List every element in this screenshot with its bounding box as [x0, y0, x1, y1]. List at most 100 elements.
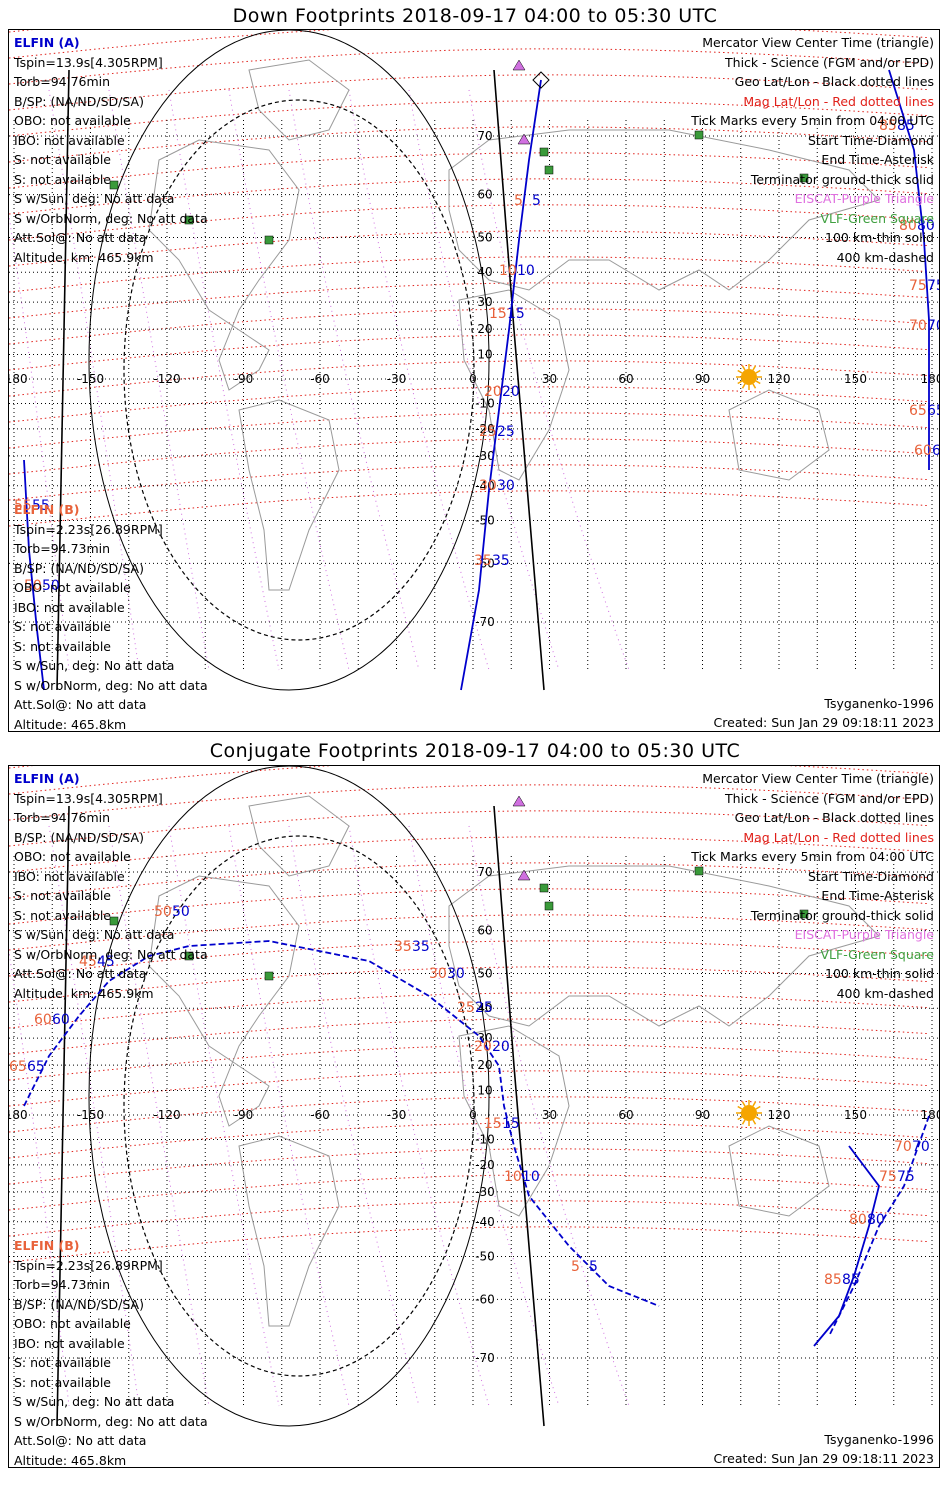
lon-tick-label: 120 [768, 1108, 791, 1122]
probe-b-tick-label: 45 [79, 954, 97, 970]
mag-lat-line [9, 30, 930, 59]
lon-tick-label: 150 [844, 1108, 867, 1122]
probe-b-info-down: ELFIN (B) Tspin=2.23s[26.89RPM] Torb=94.73… [14, 500, 208, 731]
probe-b-tick-label: 80 [849, 1212, 867, 1228]
legend-down: Mercator View Center Time (triangle) Thic… [691, 33, 934, 267]
mag-lat-line [9, 308, 930, 345]
probe-a-tick-label: 70 [912, 1139, 930, 1155]
mag-lat-line [9, 334, 930, 371]
lat-tick-label: 30 [477, 295, 492, 309]
probe-b-label: ELFIN (B) [14, 502, 80, 517]
lat-tick-label: 20 [477, 1058, 492, 1072]
probe-b-stat-line: S: not available [14, 1374, 111, 1390]
probe-b-stat-line: B/SP: (NA/ND/SD/SA) [14, 1296, 144, 1312]
legend-line: End Time-Asterisk [821, 888, 934, 903]
lon-tick-label: 0 [469, 1108, 477, 1122]
vlf-square-icon [109, 916, 119, 926]
lat-tick-label: -40 [475, 1215, 495, 1229]
lat-tick-label: 30 [477, 1031, 492, 1045]
mag-lat-line [9, 1200, 930, 1237]
continent-outline [248, 795, 350, 877]
eiscat-triangle-icon [512, 59, 526, 71]
mag-lon-line [108, 825, 210, 1407]
probe-a-stat-line: S: not available [14, 152, 111, 167]
legend-line: Tick Marks every 5min from 04:00 UTC [691, 113, 934, 128]
lon-tick-label: -180 [9, 1108, 28, 1122]
probe-a-tick-label: 10 [522, 1169, 540, 1185]
mag-lon-line [48, 825, 140, 1407]
probe-a-stat-line: IBO: not available [14, 132, 125, 148]
probe-b-tick-label: 15 [489, 306, 507, 322]
probe-b-info-conj: ELFIN (B) Tspin=2.23s[26.89RPM] Torb=94.73… [14, 1236, 208, 1468]
sun-ray [752, 1101, 757, 1107]
probe-b-tick-label: 85 [879, 118, 897, 134]
legend-line: Start Time-Diamond [807, 868, 934, 884]
probe-b-stat-line: Att.Sol@: No att data [14, 697, 147, 712]
mag-lon-line [348, 825, 490, 1407]
probe-b-stat-line: IBO: not available [14, 599, 125, 615]
legend-line: VLF-Green Square [820, 210, 934, 226]
sun-icon [736, 1100, 762, 1126]
continent-outline [248, 59, 350, 141]
probe-a-tick-label: 50 [172, 904, 190, 920]
probe-b-stat-line: Torb=94.73min [14, 541, 111, 556]
probe-b-stat-line: Altitude: 465.8km [14, 1452, 127, 1468]
probe-b-label: ELFIN (B) [14, 1238, 80, 1253]
mag-lat-line [9, 126, 930, 163]
terminator-line [493, 805, 545, 1427]
terminator-line [56, 69, 70, 691]
lat-tick-label: -10 [475, 1133, 495, 1147]
sun-ray [755, 1105, 761, 1110]
terminator-line [493, 69, 545, 691]
mag-lat-line [9, 836, 930, 873]
probe-a-stat-line: Att.Sol@: No att data [14, 966, 147, 981]
probe-b-stat-line: OBO: not available [14, 1316, 131, 1331]
probe-b-stat-line: S w/Sun, deg: No att data [14, 658, 175, 673]
eiscat-triangle-icon [512, 795, 526, 807]
footprint-100km-oval [88, 766, 490, 1427]
continent-outline [458, 1025, 570, 1217]
mag-lat-line [9, 1122, 930, 1159]
mag-lat-line [9, 888, 930, 925]
probe-a-stats: Tspin=13.9s[4.305RPM] Torb=94.76min B/SP: … [14, 53, 208, 268]
mag-lat-line [9, 914, 930, 951]
down-map-canvas: -180 -150 -120 -90 -60 -30 0 30 60 90 120 150 180 70 6… [9, 30, 940, 691]
probe-a-stat-line: IBO: not available [14, 868, 125, 884]
mag-lat-line [9, 810, 930, 847]
mag-lon-line [48, 89, 140, 671]
probe-b-tick-label: 85 [824, 1272, 842, 1288]
probe-a-tick-label: 30 [497, 478, 515, 494]
legend-line: Mercator View Center Time (triangle) [702, 771, 934, 786]
sun-ray [755, 380, 761, 385]
mag-lat-line [9, 464, 930, 501]
probe-a-tick-label: 65 [927, 403, 940, 419]
mag-lat-line [9, 862, 930, 899]
vlf-square-icon [539, 883, 549, 893]
vlf-square-icon [799, 909, 809, 919]
probe-b-tick-label: 35 [474, 553, 492, 569]
legend-line: Thick - Science (FGM and/or EPD) [725, 790, 934, 806]
probe-b-stat-line: IBO: not available [14, 1335, 125, 1351]
created-timestamp: Created: Sun Jan 29 09:18:11 2023 [713, 1451, 934, 1466]
continent-outline [728, 389, 830, 481]
probe-a-tick-label: 35 [492, 553, 510, 569]
probe-b-tick-label: 10 [499, 263, 517, 279]
lon-tick-label: 60 [618, 372, 633, 386]
probe-b-tick-label: 50 [154, 904, 172, 920]
mag-lat-line [9, 992, 930, 1029]
conjugate-footprints-map: -180 -150 -120 -90 -60 -30 0 30 60 90 120 150 180 70 6… [8, 765, 940, 1468]
created-timestamp: Created: Sun Jan 29 09:18:11 2023 [713, 715, 934, 730]
probe-a-stat-line: OBO: not available [14, 113, 131, 128]
probe-b-tick-label: 75 [879, 1169, 897, 1185]
probe-b-tick-label: 5 [571, 1259, 580, 1275]
vlf-square-icon [694, 130, 704, 140]
mag-lat-line [9, 74, 930, 111]
probe-b-stat-line: S w/OrbNorm, deg: No att data [14, 1413, 208, 1429]
mag-lat-line [9, 30, 34, 33]
mag-lat-line [9, 48, 930, 85]
mag-lon-line [288, 89, 420, 671]
probe-a-info-down: ELFIN (A) Tspin=13.9s[4.305RPM] Torb=94.76… [14, 33, 208, 267]
mag-lat-line [9, 438, 930, 475]
probe-a-stat-line: Altitude, km: 465.9km [14, 249, 154, 265]
lat-tick-label: -50 [475, 1249, 495, 1263]
